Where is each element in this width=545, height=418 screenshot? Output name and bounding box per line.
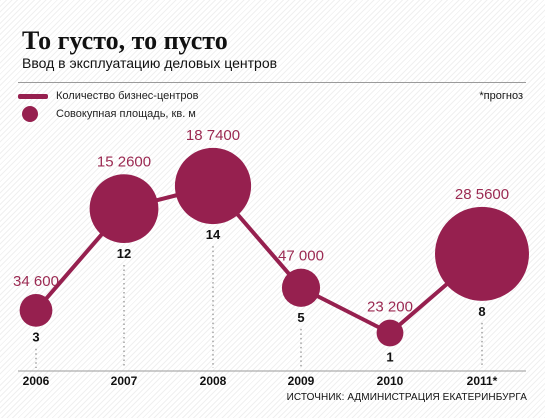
area-bubble	[19, 293, 53, 327]
legend-item-line: Количество бизнес-центров	[18, 90, 198, 102]
count-value-label: 1	[386, 349, 393, 364]
area-value-label: 34 600	[13, 273, 59, 290]
chart-title: То густо, то пусто	[22, 26, 228, 55]
x-tick-label: 2006	[23, 374, 50, 388]
count-value-label: 3	[32, 330, 39, 345]
x-tick-label: 2009	[288, 374, 315, 388]
legend-item-bubble: Совокупная площадь, кв. м	[18, 106, 196, 122]
x-tick-label: 2007	[111, 374, 138, 388]
area-bubble	[376, 319, 404, 347]
area-bubble	[174, 147, 252, 225]
forecast-note: *прогноз	[479, 90, 523, 102]
x-tick-label: 2008	[200, 374, 227, 388]
area-bubble	[435, 206, 529, 301]
area-value-label: 28 5600	[455, 186, 509, 203]
area-bubble	[281, 268, 321, 307]
area-value-label: 18 7400	[186, 127, 240, 144]
legend-bubble-label: Совокупная площадь, кв. м	[56, 108, 196, 120]
count-value-label: 14	[206, 227, 221, 242]
title-divider	[18, 82, 526, 83]
source-credit: ИСТОЧНИК: АДМИНИСТРАЦИЯ ЕКАТЕРИНБУРГА	[286, 392, 527, 403]
legend-line-swatch	[18, 93, 48, 99]
legend-line-label: Количество бизнес-центров	[56, 90, 199, 102]
area-value-label: 15 2600	[97, 153, 151, 170]
area-value-label: 47 000	[278, 248, 324, 265]
area-value-label: 23 200	[367, 299, 413, 316]
count-value-label: 8	[478, 304, 485, 319]
legend-bubble-swatch	[22, 106, 38, 122]
count-value-label: 12	[117, 246, 131, 261]
x-tick-label: 2010	[377, 374, 404, 388]
area-bubble	[89, 174, 159, 244]
chart-subtitle: Ввод в эксплуатацию деловых центров	[22, 55, 278, 71]
x-tick-label: 2011*	[467, 374, 498, 388]
count-value-label: 5	[297, 310, 304, 325]
